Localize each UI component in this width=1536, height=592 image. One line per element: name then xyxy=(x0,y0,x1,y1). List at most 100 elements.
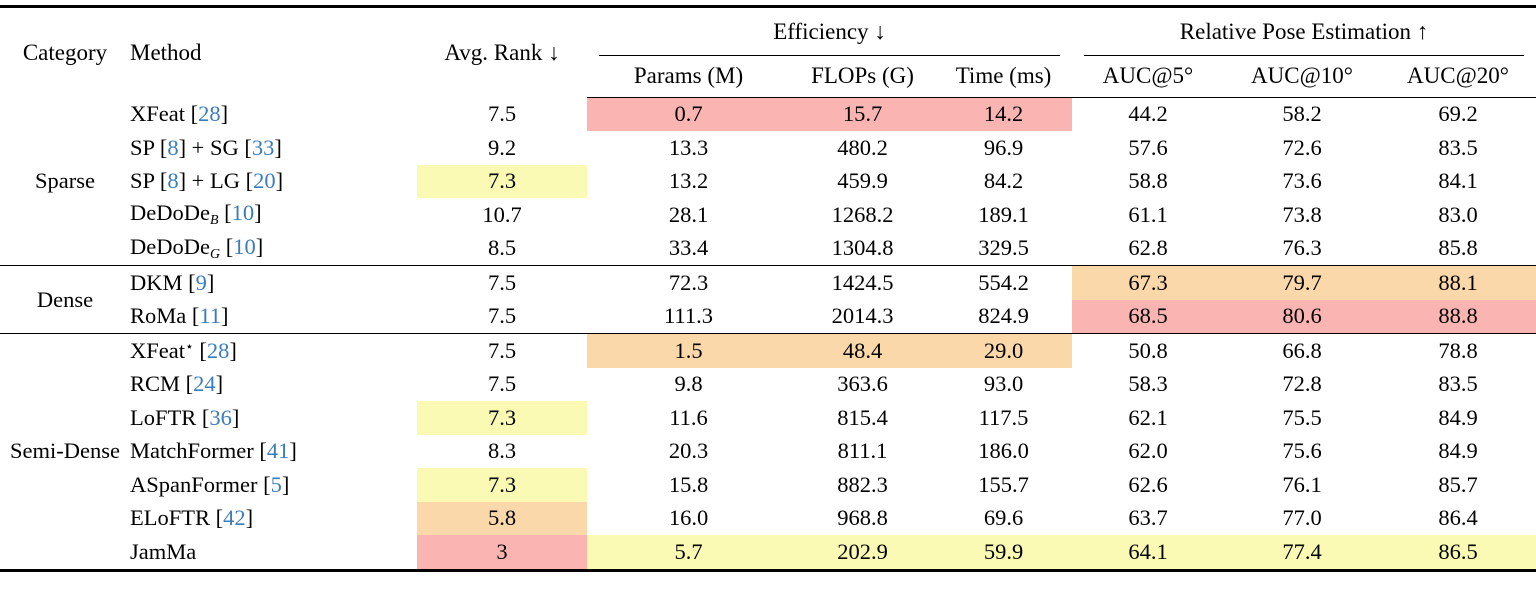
method-text: [ xyxy=(193,337,207,363)
auc20-cell: 84.9 xyxy=(1438,404,1478,430)
method-cell: JamMa xyxy=(130,535,417,570)
flops-cell: 48.4 xyxy=(790,333,935,368)
table-row: RCM [24] 7.5 9.8 363.6 93.0 58.3 72.8 83.5 xyxy=(0,368,1536,402)
method-text: ] xyxy=(255,233,264,259)
params-cell: 9.8 xyxy=(674,371,703,397)
time-cell: 69.6 xyxy=(983,505,1024,531)
table-row: DeDoDeG [10] 8.5 33.4 1304.8 329.5 62.8 76.3 85… xyxy=(0,232,1536,266)
method-text: ] xyxy=(221,303,229,329)
params-cell: 1.5 xyxy=(587,333,790,368)
citation-link[interactable]: 9 xyxy=(195,269,207,295)
citation-link[interactable]: 8 xyxy=(167,168,179,194)
params-cell: 16.0 xyxy=(668,505,709,531)
flops-cell: 15.7 xyxy=(790,97,935,131)
table-row: SP [8] + SG [33] 9.2 13.3 480.2 96.9 57.6 72.6… xyxy=(0,131,1536,165)
avg-rank-cell: 9.2 xyxy=(487,134,517,160)
method-text: SP [ xyxy=(130,134,168,160)
method-text: ] + LG [ xyxy=(178,168,254,194)
method-text: XFeat [ xyxy=(130,101,199,126)
flops-cell: 459.9 xyxy=(837,168,888,194)
citation-link[interactable]: 10 xyxy=(231,200,255,226)
citation-link[interactable]: 36 xyxy=(209,404,232,430)
method-cell: DeDoDeG [10] xyxy=(130,232,417,266)
params-cell: 0.7 xyxy=(587,97,790,131)
category-cell-sparse: Sparse xyxy=(35,168,95,193)
params-cell: 72.3 xyxy=(587,265,790,300)
method-text: JamMa xyxy=(130,538,197,564)
method-cell: SP [8] + LG [20] xyxy=(130,165,417,199)
method-text: ELoFTR [ xyxy=(130,505,224,531)
col-group-pose: Relative Pose Estimation ↑ xyxy=(1072,7,1536,56)
params-cell: 5.7 xyxy=(587,535,790,570)
citation-link[interactable]: 33 xyxy=(251,134,275,160)
efficiency-group-label: Efficiency ↓ xyxy=(599,8,1061,56)
citation-link[interactable]: 41 xyxy=(266,438,290,464)
time-cell: 186.0 xyxy=(978,438,1029,464)
auc10-cell: 72.8 xyxy=(1282,371,1322,397)
flops-cell: 968.8 xyxy=(837,505,888,531)
flops-cell: 202.9 xyxy=(790,535,935,570)
citation-link[interactable]: 10 xyxy=(233,233,256,259)
auc20-cell: 83.5 xyxy=(1438,371,1478,397)
method-cell: DKM [9] xyxy=(130,265,417,300)
params-cell: 33.4 xyxy=(668,235,709,261)
auc20-cell: 85.8 xyxy=(1438,235,1478,261)
auc5-cell: 67.3 xyxy=(1072,265,1225,300)
auc10-cell: 72.6 xyxy=(1282,134,1322,160)
auc5-cell: 58.8 xyxy=(1128,168,1168,194)
method-cell: XFeat [28] xyxy=(130,97,417,131)
method-star-icon: ⋆ xyxy=(185,339,194,355)
citation-link[interactable]: 5 xyxy=(270,471,282,497)
header-row-subcolumns: Params (M) FLOPs (G) Time (ms) AUC@5° AU… xyxy=(0,56,1536,98)
auc10-cell: 66.8 xyxy=(1224,333,1381,368)
flops-cell: 811.1 xyxy=(837,438,888,464)
params-cell: 11.6 xyxy=(669,404,708,430)
time-cell: 29.0 xyxy=(935,333,1073,368)
method-text: ] xyxy=(274,134,282,160)
flops-cell: 1304.8 xyxy=(831,235,894,261)
category-cell-dense: Dense xyxy=(0,265,130,334)
params-cell: 111.3 xyxy=(664,303,713,329)
auc5-cell: 62.8 xyxy=(1128,235,1168,261)
params-cell: 13.3 xyxy=(668,134,709,160)
col-header-auc5: AUC@5° xyxy=(1072,56,1225,98)
citation-link[interactable]: 8 xyxy=(167,134,179,160)
auc20-cell: 86.4 xyxy=(1438,505,1478,531)
citation-link[interactable]: 28 xyxy=(198,101,221,126)
auc5-cell: 50.8 xyxy=(1072,333,1225,368)
method-text: ] xyxy=(229,337,237,363)
method-subscript: G xyxy=(209,246,221,262)
auc5-cell: 68.5 xyxy=(1072,299,1225,334)
table-row: LoFTR [36] 7.3 11.6 815.4 117.5 62.1 75.5 84.9 xyxy=(0,401,1536,435)
avg-rank-cell: 7.3 xyxy=(417,164,587,198)
flops-cell: 363.6 xyxy=(837,371,888,397)
auc10-cell: 73.6 xyxy=(1282,168,1322,194)
params-cell: 13.2 xyxy=(668,168,709,194)
method-text: ] xyxy=(254,200,262,226)
flops-cell: 480.2 xyxy=(837,134,888,160)
table-row: Dense DKM [9] 7.5 72.3 1424.5 554.2 67.3 79.7 88… xyxy=(0,265,1536,334)
flops-cell: 815.4 xyxy=(837,404,888,430)
avg-rank-cell: 7.5 xyxy=(417,333,587,368)
auc10-cell: 77.0 xyxy=(1282,505,1322,531)
auc10-cell: 75.6 xyxy=(1282,438,1322,464)
citation-link[interactable]: 20 xyxy=(253,168,276,194)
col-header-avg-rank: Avg. Rank ↓ xyxy=(444,39,560,65)
time-cell: 93.0 xyxy=(983,371,1024,397)
avg-rank-cell: 7.5 xyxy=(417,265,587,300)
auc20-cell: 84.9 xyxy=(1438,438,1478,464)
citation-link[interactable]: 28 xyxy=(206,337,230,363)
time-cell: 824.9 xyxy=(978,303,1029,329)
col-header-params: Params (M) xyxy=(587,56,790,98)
auc10-cell: 75.5 xyxy=(1282,404,1322,430)
citation-link[interactable]: 42 xyxy=(223,505,246,531)
auc20-cell: 83.5 xyxy=(1438,134,1478,160)
avg-rank-cell: 8.3 xyxy=(487,438,517,464)
auc5-cell: 63.7 xyxy=(1128,505,1168,531)
citation-link[interactable]: 24 xyxy=(193,371,216,397)
col-group-efficiency: Efficiency ↓ xyxy=(587,7,1072,56)
citation-link[interactable]: 11 xyxy=(199,303,222,329)
flops-cell: 1268.2 xyxy=(831,201,894,227)
method-text: LoFTR [ xyxy=(130,404,210,430)
auc5-cell: 62.0 xyxy=(1128,438,1168,464)
